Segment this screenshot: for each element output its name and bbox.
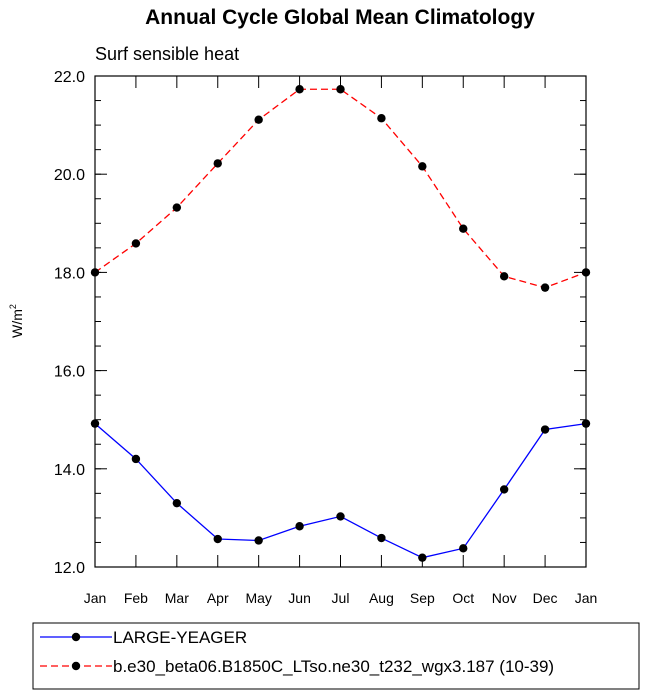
x-tick-label: Apr bbox=[207, 590, 229, 606]
data-point bbox=[254, 536, 263, 545]
data-point bbox=[499, 272, 509, 281]
x-tick-label: Jul bbox=[332, 590, 350, 606]
y-tick-label: 16.0 bbox=[54, 364, 85, 381]
data-point bbox=[172, 203, 182, 212]
x-tick-label: Jan bbox=[575, 590, 598, 606]
legend-marker bbox=[71, 661, 81, 671]
data-point bbox=[172, 498, 182, 508]
x-tick-label: Jan bbox=[84, 590, 107, 606]
data-point bbox=[459, 544, 468, 553]
y-axis-label: W/m2 bbox=[8, 304, 25, 338]
x-tick-label: Jun bbox=[288, 590, 311, 606]
data-point bbox=[418, 553, 427, 562]
chart-title: Annual Cycle Global Mean Climatology bbox=[145, 6, 535, 29]
y-tick-label: 18.0 bbox=[54, 265, 85, 282]
series-2 bbox=[90, 85, 591, 292]
data-point bbox=[581, 268, 591, 277]
data-point bbox=[254, 115, 263, 124]
data-point bbox=[131, 239, 141, 248]
data-point bbox=[418, 162, 427, 171]
x-tick-label: Dec bbox=[533, 590, 558, 606]
legend: LARGE-YEAGER b.e30_beta06.B1850C_LTso.ne3… bbox=[32, 622, 640, 690]
data-point bbox=[90, 419, 100, 428]
x-tick-label: Aug bbox=[369, 590, 394, 606]
legend-marker bbox=[71, 632, 81, 642]
data-point bbox=[581, 419, 591, 428]
plot-frame bbox=[94, 75, 587, 568]
x-tick-label: Feb bbox=[124, 590, 148, 606]
plot-area: Jan Feb Mar Apr May Jun Jul Aug Sep Oct Nov Dec Jan 1… bbox=[54, 69, 597, 606]
y-tick-label: 12.0 bbox=[54, 560, 85, 577]
x-tick-label: Sep bbox=[410, 590, 435, 606]
y-axis-label-superscript: 2 bbox=[8, 304, 18, 309]
x-tick-label: May bbox=[245, 590, 271, 606]
legend-label: LARGE-YEAGER bbox=[113, 628, 247, 647]
data-point bbox=[540, 283, 550, 292]
data-point bbox=[336, 85, 345, 94]
series-1 bbox=[90, 419, 591, 562]
y-tick-label: 22.0 bbox=[54, 69, 85, 86]
x-tick-label: Nov bbox=[492, 590, 517, 606]
series-line bbox=[94, 422, 587, 559]
data-point bbox=[499, 485, 509, 494]
y-tick-label: 20.0 bbox=[54, 167, 85, 184]
data-point bbox=[213, 534, 222, 544]
legend-box bbox=[32, 622, 640, 690]
data-point bbox=[131, 454, 141, 464]
chart-subtitle: Surf sensible heat bbox=[95, 44, 239, 64]
data-point bbox=[336, 512, 345, 521]
legend-label: b.e30_beta06.B1850C_LTso.ne30_t232_wgx3.… bbox=[113, 657, 554, 676]
data-point bbox=[213, 159, 222, 168]
data-point bbox=[377, 533, 386, 543]
y-axis-label-base: W/m bbox=[9, 309, 25, 338]
data-point bbox=[459, 224, 468, 233]
series-line bbox=[94, 88, 587, 289]
data-point bbox=[377, 114, 386, 123]
x-tick-label: Mar bbox=[165, 590, 189, 606]
data-point bbox=[90, 268, 100, 277]
data-point bbox=[295, 85, 304, 94]
x-tick-label: Oct bbox=[452, 590, 474, 606]
data-point bbox=[295, 522, 304, 531]
y-tick-label: 14.0 bbox=[54, 462, 85, 479]
data-point bbox=[540, 425, 550, 434]
